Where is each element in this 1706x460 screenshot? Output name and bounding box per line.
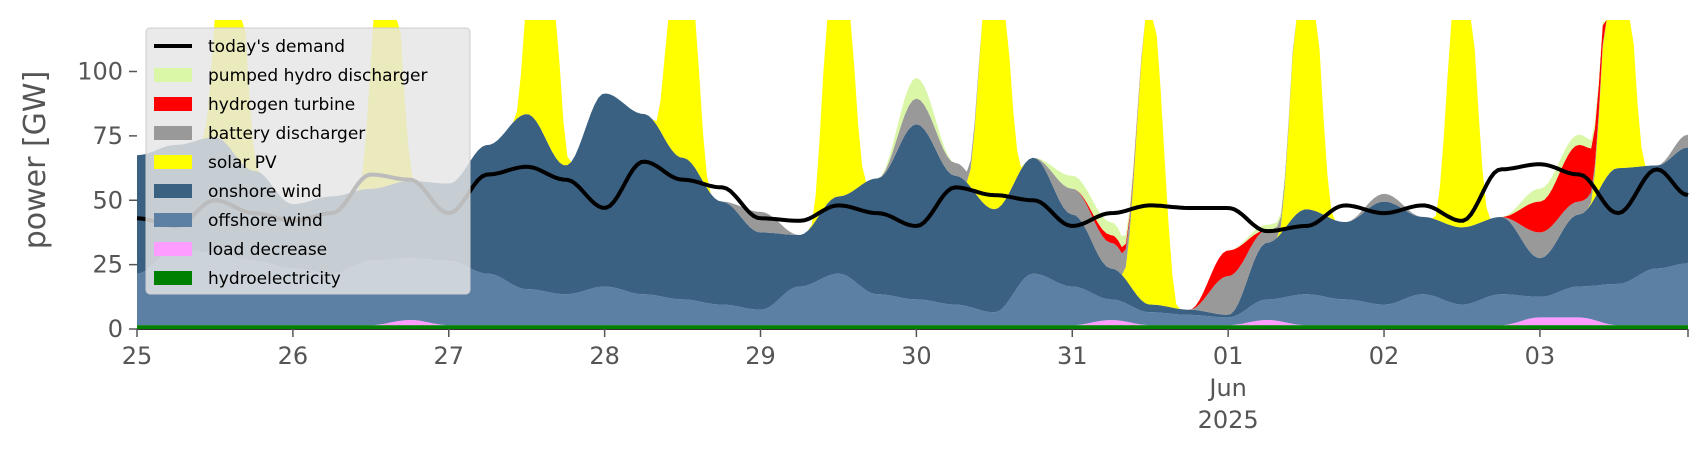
legend-swatch xyxy=(154,242,192,256)
legend-swatch xyxy=(154,68,192,82)
legend-label: solar PV xyxy=(208,153,277,173)
legend-label: load decrease xyxy=(208,240,327,260)
area-load-decrease xyxy=(137,317,1688,326)
area-hydroelectricity xyxy=(137,325,1688,329)
legend-swatch xyxy=(154,271,192,285)
x-tick-label: 29 xyxy=(745,342,776,370)
x-tick-label: 01 xyxy=(1213,342,1244,370)
y-axis-label: power [GW] xyxy=(18,71,53,250)
x-axis: 25 26 27 28 29 30 31 01 Jun 2025 02 03 xyxy=(122,329,1689,434)
x-tick-label: 26 xyxy=(278,342,309,370)
y-tick-label: 75 xyxy=(92,122,123,150)
legend-swatch xyxy=(154,155,192,169)
legend-label: hydrogen turbine xyxy=(208,95,355,115)
x-tick-label: 25 xyxy=(122,342,153,370)
legend-label: onshore wind xyxy=(208,182,322,202)
legend-label: hydroelectricity xyxy=(208,269,341,289)
legend-label: pumped hydro discharger xyxy=(208,66,427,86)
y-tick-label: 50 xyxy=(92,186,123,214)
x-tick-label: 30 xyxy=(901,342,932,370)
area-offshore-wind xyxy=(137,247,1688,326)
legend-label: today's demand xyxy=(208,37,345,57)
legend-swatch xyxy=(154,213,192,227)
area-solar-pv xyxy=(137,20,1688,315)
legend-label: battery discharger xyxy=(208,124,365,144)
y-tick-label: 0 xyxy=(108,315,123,343)
stacked-areas xyxy=(137,20,1688,329)
legend-swatch xyxy=(154,97,192,111)
x-tick-label: 28 xyxy=(589,342,620,370)
legend-swatch xyxy=(154,126,192,140)
x-tick-label: 31 xyxy=(1057,342,1088,370)
legend: today's demand pumped hydro discharger hyd… xyxy=(145,27,471,295)
x-tick-sublabel: Jun xyxy=(1207,374,1247,402)
area-onshore-wind xyxy=(137,93,1688,318)
y-tick-label: 100 xyxy=(77,58,123,86)
legend-label: offshore wind xyxy=(208,211,323,231)
y-axis: 0 25 50 75 100 xyxy=(77,58,137,343)
x-tick-label: 03 xyxy=(1525,342,1556,370)
legend-box xyxy=(145,27,471,295)
x-tick-label: 02 xyxy=(1369,342,1400,370)
y-tick-label: 25 xyxy=(92,251,123,279)
x-tick-label: 27 xyxy=(433,342,464,370)
legend-swatch xyxy=(154,184,192,198)
x-tick-sublabel: 2025 xyxy=(1198,406,1259,434)
